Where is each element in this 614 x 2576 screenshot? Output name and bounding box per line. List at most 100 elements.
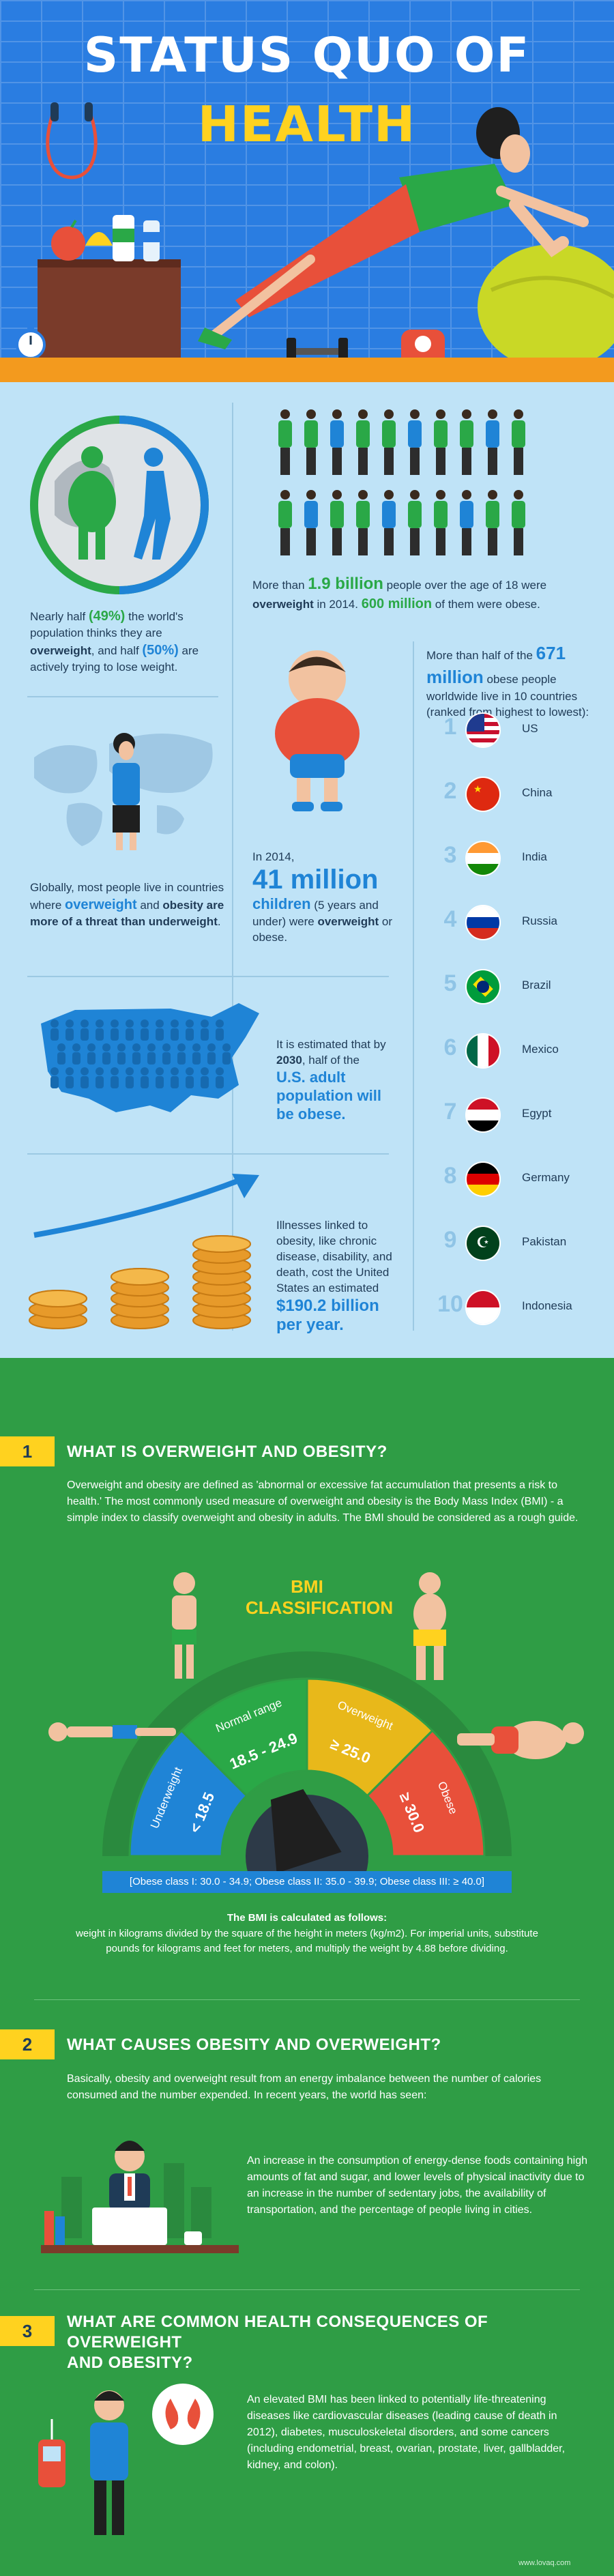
section-number-badge: 1 [0,1436,55,1466]
person-icon [484,490,501,558]
rank-number: 3 [443,842,457,868]
section-title: WHAT CAUSES OBESITY AND OVERWEIGHT? [67,2036,441,2054]
person-icon [432,409,450,478]
column-divider-left [232,403,233,1331]
country-rank-row: 9 ☪ Pakistan [437,1223,607,1264]
jump-rope-icon [46,102,98,179]
floor-strip [0,358,614,382]
info-sections [0,1358,614,2576]
section-body: Overweight and obesity are defined as 'a… [67,1479,579,1524]
person-icon [276,409,294,478]
half-think-text: Nearly half (49%) the world's population… [30,609,199,674]
person-icon [354,409,372,478]
country-name: Pakistan [522,1235,567,1248]
person-icon [406,409,424,478]
stats-panel: Nearly half (49%) the world's population… [0,382,614,1358]
country-name: China [522,786,553,799]
section-body: Basically, obesity and overweight result… [67,2073,542,2101]
row-divider [27,976,389,977]
top10-intro-text: More than half of the 671 million obese … [426,643,589,719]
normal-person-icon [172,1572,196,1679]
rank-number: 10 [437,1291,463,1317]
bmi-segment [366,1729,486,1857]
person-icon [458,409,476,478]
rank-number: 2 [443,778,457,804]
pakistan-flag-icon: ☪ [465,1226,501,1261]
person-icon [354,490,372,558]
egypt-flag-icon [465,1097,501,1133]
person-icon [302,409,320,478]
people-grid [276,409,536,566]
person-icon [328,490,346,558]
country-rank-row: 4 Russia [437,902,607,943]
rank-number: 7 [443,1099,457,1125]
us-flag-icon [465,712,501,748]
rank-number: 6 [443,1034,457,1060]
person-icon [380,409,398,478]
country-name: Indonesia [522,1299,572,1312]
section-title: WHAT IS OVERWEIGHT AND OBESITY? [67,1443,388,1461]
rank-number: 9 [443,1227,457,1253]
country-rank-row: 10 Indonesia [437,1287,607,1328]
us-map-illustration [41,1003,259,1112]
bmi-segment [128,1729,248,1857]
india-flag-icon [465,841,501,876]
obese-classes-note: [Obese class I: 30.0 - 34.9; Obese class… [102,1871,512,1893]
country-name: Egypt [522,1107,552,1120]
overweight-world-text: More than 1.9 billion people over the ag… [252,575,547,612]
section-title: WHAT ARE COMMON HEALTH CONSEQUENCES OF O… [67,2313,488,2372]
indonesia-flag-icon [465,1290,501,1325]
country-rank-row: 7 Egypt [437,1095,607,1135]
person-icon [510,490,527,558]
person-icon [276,490,294,558]
bmi-calculation: The BMI is calculated as follows: weight… [76,1912,538,1954]
country-rank-row: 5 Brazil [437,966,607,1007]
person-icon [510,409,527,478]
person-icon [406,490,424,558]
us-adults-text: It is estimated that by 2030, half of th… [276,1038,386,1123]
rank-number: 8 [443,1163,457,1189]
mexico-flag-icon [465,1033,501,1069]
row-divider [27,696,218,697]
country-name: India [522,850,547,863]
title-line2: HEALTH [197,96,417,153]
overweight-child-illustration [275,650,360,811]
hero-banner: STATUS QUO OF HEALTH [0,0,614,382]
underweight-person-icon [48,1722,176,1741]
overweight-person-icon [413,1572,446,1680]
section-divider [34,2289,580,2290]
rank-number: 5 [443,970,457,996]
world-map-illustration [34,733,213,850]
cabinet [38,259,181,368]
globally-text: Globally, most people live in countries … [30,881,224,928]
person-icon [302,490,320,558]
title-line1: STATUS QUO OF [83,27,531,83]
row-divider [27,1153,389,1155]
rank-number: 4 [443,906,457,932]
office-worker-illustration [41,2141,239,2253]
country-name: Mexico [522,1043,559,1056]
bmi-segment [180,1677,308,1797]
country-rank-row: 1 US [437,710,607,751]
germany-flag-icon [465,1161,501,1197]
cost-text: Illnesses linked to obesity, like chroni… [276,1219,392,1334]
globe-illustration [30,416,209,594]
footer-credit: www.lovaq.com [518,2559,571,2567]
bmi-segment [306,1677,434,1797]
obese-person-icon [457,1721,584,1759]
exercise-ball-icon [478,244,614,370]
person-icon [432,490,450,558]
person-icon [484,409,501,478]
rising-cost-coins-illustration [29,1174,259,1329]
person-icon [380,490,398,558]
country-rank-row: 2 ★ China [437,774,607,815]
section-number-badge: 3 [0,2316,55,2346]
country-rank-row: 3 India [437,838,607,879]
food-items-icon [51,215,160,261]
china-flag-icon: ★ [465,777,501,812]
country-rank-row: 8 Germany [437,1159,607,1200]
woman-exercising-illustration [198,107,589,349]
country-name: Germany [522,1171,570,1184]
